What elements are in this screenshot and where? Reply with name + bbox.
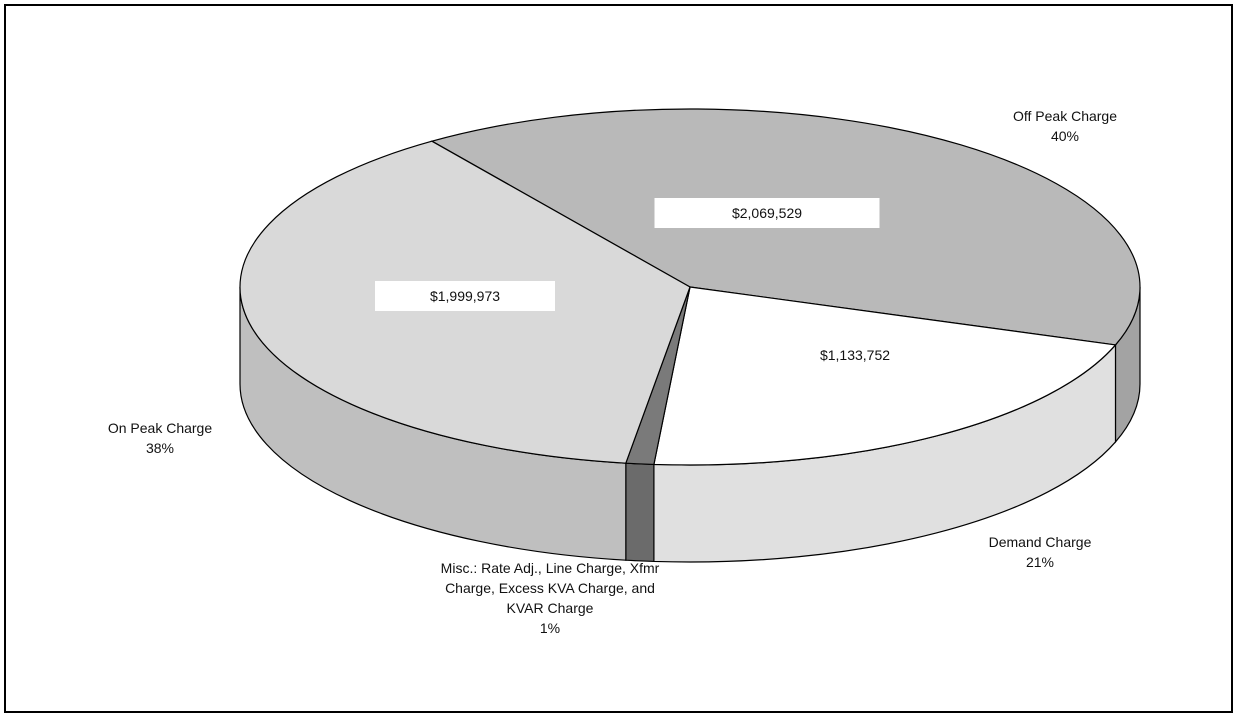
- category-name: Misc.: Rate Adj., Line Charge, Xfmr Char…: [440, 560, 660, 616]
- category-name: Off Peak Charge: [1012, 108, 1118, 124]
- percent-label: 21%: [1025, 554, 1055, 570]
- slice-label: Off Peak Charge 40%: [965, 106, 1165, 146]
- amount-label: $2,069,529: [654, 198, 880, 228]
- amount-label: $1,999,973: [375, 281, 555, 311]
- slice-side: [625, 462, 655, 563]
- percent-label: 40%: [1050, 128, 1080, 144]
- category-name: Demand Charge: [988, 534, 1092, 550]
- slice-label: Misc.: Rate Adj., Line Charge, Xfmr Char…: [430, 558, 670, 638]
- slice-label: On Peak Charge 38%: [60, 418, 260, 458]
- amount-label: $1,133,752: [819, 347, 891, 363]
- percent-label: 1%: [539, 620, 561, 636]
- slice: [653, 286, 1117, 466]
- slice-label: Demand Charge 21%: [940, 532, 1140, 572]
- category-name: On Peak Charge: [107, 420, 213, 436]
- percent-label: 38%: [145, 440, 175, 456]
- chart-frame: [4, 4, 1233, 713]
